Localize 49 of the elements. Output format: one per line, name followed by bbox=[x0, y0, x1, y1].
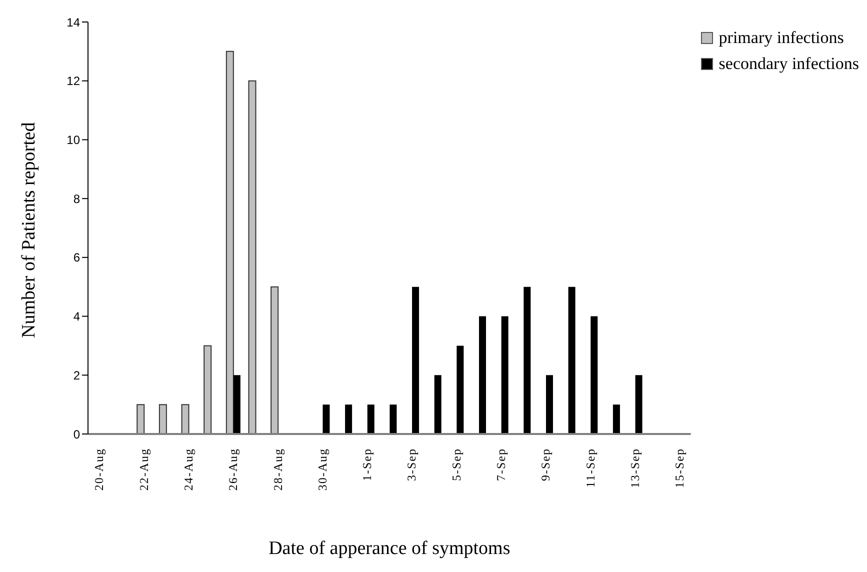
x-tick-label: 1-Sep bbox=[360, 448, 374, 481]
x-tick-label: 13-Sep bbox=[628, 448, 642, 488]
bar bbox=[248, 80, 256, 434]
bar bbox=[501, 316, 508, 434]
y-axis-title: Number of Patients reported bbox=[18, 122, 40, 338]
bar bbox=[612, 404, 620, 434]
bar bbox=[635, 375, 642, 434]
y-tick-label: 10 bbox=[66, 132, 80, 147]
bar bbox=[270, 286, 279, 434]
y-tick-label: 14 bbox=[66, 15, 80, 30]
legend-label: secondary infections bbox=[718, 54, 859, 74]
y-tick-label: 2 bbox=[73, 368, 80, 382]
bar bbox=[181, 404, 190, 434]
bar bbox=[345, 404, 352, 434]
bar bbox=[434, 375, 442, 434]
bar bbox=[158, 404, 167, 434]
bar bbox=[546, 375, 553, 434]
legend-label: primary infections bbox=[718, 28, 844, 48]
y-tick-label: 4 bbox=[73, 310, 80, 324]
y-tick-label: 6 bbox=[73, 250, 80, 265]
x-tick-label: 30-Aug bbox=[315, 448, 330, 491]
bar bbox=[367, 404, 374, 434]
bar bbox=[226, 50, 234, 434]
bar bbox=[412, 286, 420, 434]
bar bbox=[233, 375, 240, 434]
x-tick-label: 9-Sep bbox=[538, 448, 553, 481]
x-tick-label: 26-Aug bbox=[226, 448, 240, 491]
bar bbox=[479, 316, 486, 434]
x-tick-label: 11-Sep bbox=[583, 448, 598, 488]
bar bbox=[204, 345, 212, 434]
y-tick-label: 0 bbox=[73, 427, 80, 442]
x-axis-title: Date of apperance of symptoms bbox=[268, 538, 510, 559]
x-tick-label: 28-Aug bbox=[270, 448, 285, 491]
bar bbox=[456, 346, 464, 434]
x-tick-label: 15-Sep bbox=[672, 448, 687, 488]
x-tick-label: 3-Sep bbox=[404, 448, 419, 481]
x-tick-label: 24-Aug bbox=[181, 448, 196, 491]
bar bbox=[390, 404, 397, 434]
x-tick-label: 5-Sep bbox=[449, 448, 464, 481]
bar bbox=[524, 286, 531, 434]
y-tick-label: 12 bbox=[66, 74, 80, 88]
bar bbox=[568, 286, 576, 434]
x-tick-label: 7-Sep bbox=[494, 448, 508, 481]
y-tick-label: 8 bbox=[73, 192, 80, 206]
x-tick-label: 22-Aug bbox=[136, 448, 151, 491]
bar bbox=[322, 404, 330, 434]
bar bbox=[590, 316, 598, 434]
x-tick-label: 20-Aug bbox=[92, 448, 106, 491]
bar bbox=[136, 404, 145, 434]
